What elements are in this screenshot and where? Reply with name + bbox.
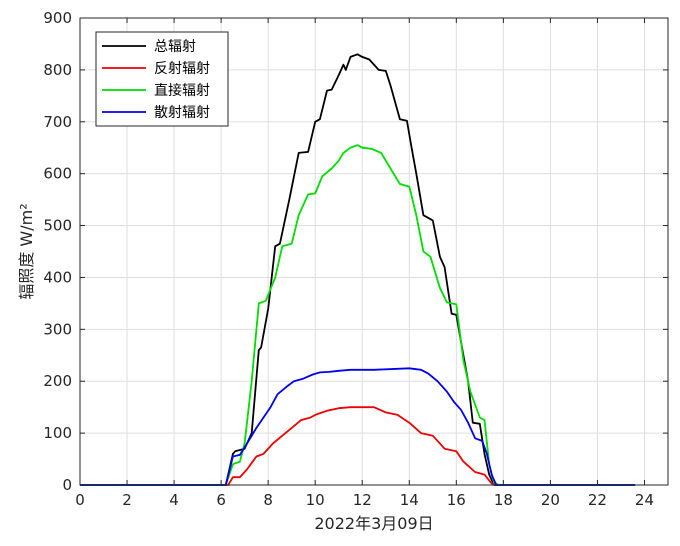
y-tick-label: 400 xyxy=(43,268,72,286)
x-tick-label: 18 xyxy=(494,491,513,509)
y-tick-label: 0 xyxy=(62,476,72,494)
plot-frame xyxy=(79,17,669,486)
x-tick-label: 8 xyxy=(263,491,273,509)
y-tick-label: 100 xyxy=(43,424,72,442)
y-tick-label: 700 xyxy=(43,113,72,131)
legend-label-0: 总辐射 xyxy=(154,39,196,55)
x-tick-label: 16 xyxy=(447,491,466,509)
x-tick-label: 2 xyxy=(122,491,132,509)
series-line-3 xyxy=(80,367,636,486)
y-tick-label: 200 xyxy=(43,372,72,390)
x-tick-label: 24 xyxy=(635,491,654,509)
y-tick-label: 500 xyxy=(43,217,72,235)
series-layer xyxy=(80,53,636,486)
x-axis-label: 2022年3月09日 xyxy=(314,514,433,533)
y-tick-label: 600 xyxy=(43,165,72,183)
series-line-2 xyxy=(80,144,636,486)
y-tick-label: 800 xyxy=(43,61,72,79)
legend-label-3: 散射辐射 xyxy=(154,105,210,121)
x-tick-label: 6 xyxy=(216,491,226,509)
y-axis-label: 辐照度 W/m² xyxy=(17,203,36,299)
x-tick-label: 12 xyxy=(353,491,372,509)
y-tick-label: 900 xyxy=(43,9,72,27)
x-tick-label: 20 xyxy=(541,491,560,509)
series-line-1 xyxy=(80,406,636,486)
x-tick-label: 4 xyxy=(169,491,179,509)
x-tick-label: 10 xyxy=(306,491,325,509)
x-tick-label: 14 xyxy=(400,491,419,509)
y-tick-label: 300 xyxy=(43,320,72,338)
legend-box xyxy=(95,31,229,127)
ticks: 0 2 4 6 8 10 12 14 16 18 20 22 240100200300400500600… xyxy=(43,9,668,509)
legend-label-1: 反射辐射 xyxy=(154,61,210,77)
x-tick-label: 22 xyxy=(588,491,607,509)
x-tick-label: 0 xyxy=(75,491,85,509)
legend-label-2: 直接辐射 xyxy=(154,82,210,99)
